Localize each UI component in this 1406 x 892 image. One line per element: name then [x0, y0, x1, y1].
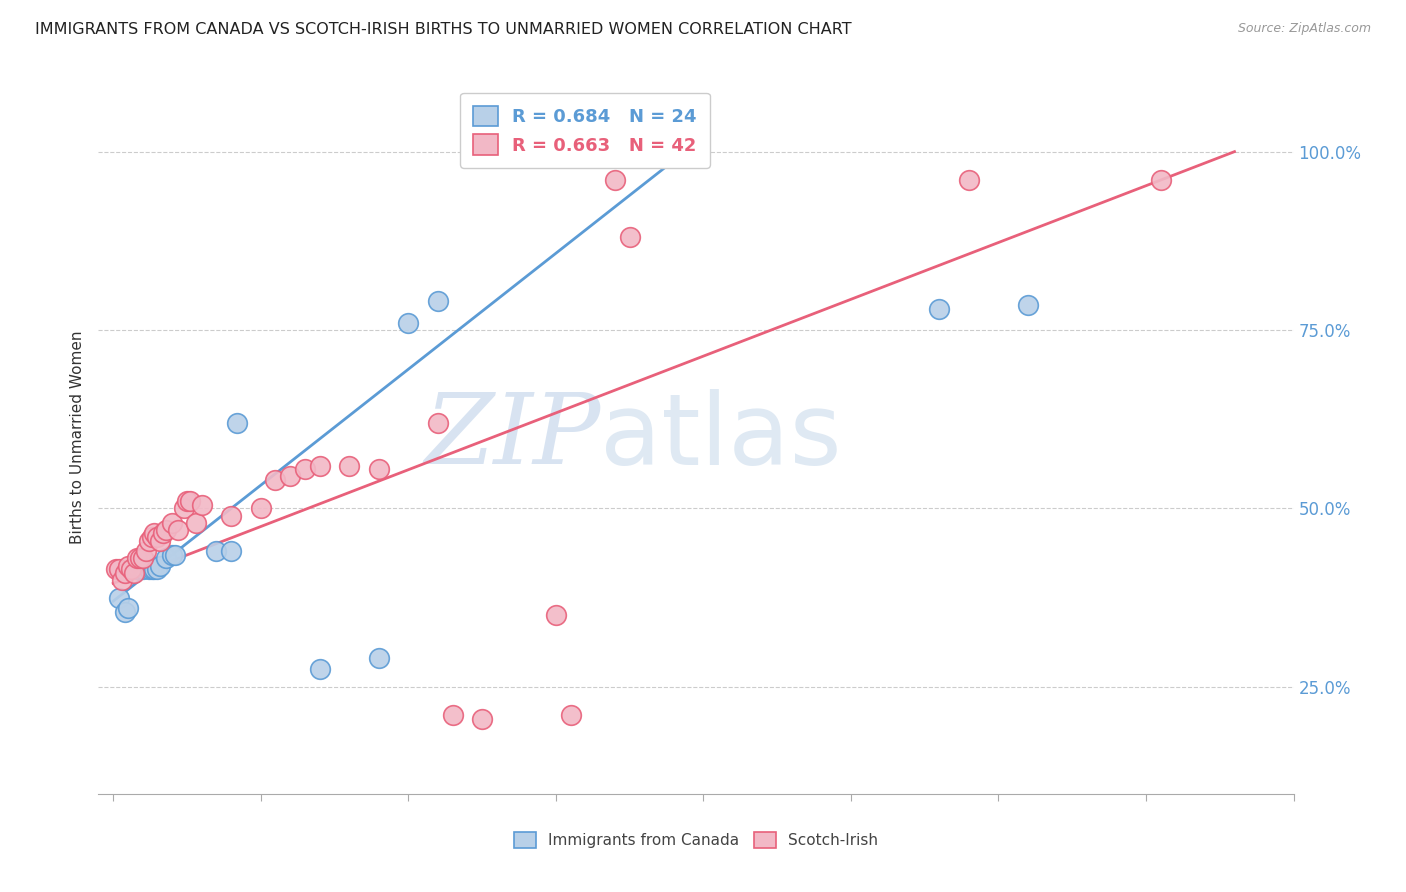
Point	[957, 173, 980, 187]
Point	[125, 562, 148, 576]
Point	[184, 516, 207, 530]
Point	[544, 608, 567, 623]
Point	[105, 562, 128, 576]
Point	[143, 562, 166, 576]
Point	[108, 562, 131, 576]
Point	[190, 498, 212, 512]
Point	[138, 562, 160, 576]
Point	[155, 551, 177, 566]
Point	[146, 530, 169, 544]
Point	[219, 508, 242, 523]
Point	[367, 651, 389, 665]
Point	[146, 562, 169, 576]
Point	[165, 548, 187, 562]
Text: Source: ZipAtlas.com: Source: ZipAtlas.com	[1237, 22, 1371, 36]
Text: ZIP: ZIP	[425, 390, 600, 484]
Point	[173, 501, 195, 516]
Point	[928, 301, 950, 316]
Point	[367, 462, 389, 476]
Point	[117, 601, 139, 615]
Y-axis label: Births to Unmarried Women: Births to Unmarried Women	[69, 330, 84, 544]
Point	[117, 558, 139, 573]
Point	[160, 516, 183, 530]
Point	[149, 558, 172, 573]
Point	[114, 566, 136, 580]
Point	[619, 230, 641, 244]
Point	[278, 469, 301, 483]
Point	[125, 551, 148, 566]
Point	[135, 544, 157, 558]
Point	[128, 558, 150, 573]
Point	[143, 526, 166, 541]
Point	[426, 294, 449, 309]
Point	[560, 708, 582, 723]
Point	[226, 416, 249, 430]
Point	[205, 544, 228, 558]
Point	[141, 562, 163, 576]
Point	[308, 662, 330, 676]
Legend: Immigrants from Canada, Scotch-Irish: Immigrants from Canada, Scotch-Irish	[508, 826, 884, 854]
Point	[167, 523, 190, 537]
Point	[108, 591, 131, 605]
Point	[337, 458, 360, 473]
Point	[179, 494, 201, 508]
Point	[141, 530, 163, 544]
Point	[135, 555, 157, 569]
Point	[603, 173, 626, 187]
Point	[160, 548, 183, 562]
Point	[120, 562, 142, 576]
Point	[471, 712, 494, 726]
Point	[122, 566, 145, 580]
Point	[426, 416, 449, 430]
Point	[155, 523, 177, 537]
Point	[249, 501, 271, 516]
Point	[308, 458, 330, 473]
Point	[176, 494, 198, 508]
Point	[219, 544, 242, 558]
Point	[111, 573, 134, 587]
Point	[264, 473, 287, 487]
Point	[294, 462, 316, 476]
Point	[131, 562, 153, 576]
Text: IMMIGRANTS FROM CANADA VS SCOTCH-IRISH BIRTHS TO UNMARRIED WOMEN CORRELATION CHA: IMMIGRANTS FROM CANADA VS SCOTCH-IRISH B…	[35, 22, 852, 37]
Point	[114, 605, 136, 619]
Text: atlas: atlas	[600, 389, 842, 485]
Point	[396, 316, 419, 330]
Point	[138, 533, 160, 548]
Point	[1017, 298, 1039, 312]
Point	[131, 551, 153, 566]
Point	[1150, 173, 1173, 187]
Point	[128, 551, 150, 566]
Point	[149, 533, 172, 548]
Point	[441, 708, 464, 723]
Point	[152, 526, 174, 541]
